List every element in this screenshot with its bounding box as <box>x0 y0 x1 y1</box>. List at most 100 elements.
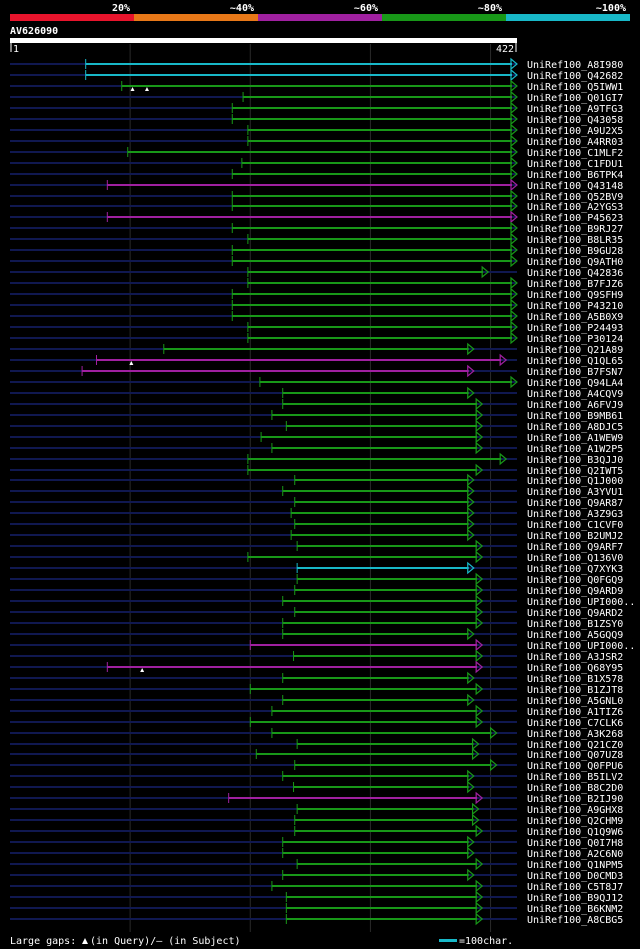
hit-row[interactable]: UniRef100_A9TFG3 <box>10 101 623 115</box>
hit-row[interactable]: UniRef100_A8DJC5 <box>10 419 623 433</box>
hit-label[interactable]: UniRef100_Q42836 <box>527 268 623 279</box>
hit-row[interactable]: UniRef100_Q9ARD2 <box>10 605 623 619</box>
hit-row[interactable]: UniRef100_Q9AR87 <box>10 495 623 509</box>
hit-row[interactable]: UniRef100_Q52BV9 <box>10 189 623 203</box>
hit-row[interactable]: UniRef100_Q42682 <box>10 68 623 82</box>
hit-row[interactable]: UniRef100_Q0I7H8 <box>10 835 623 849</box>
hit-label[interactable]: UniRef100_Q0FPU6 <box>527 761 623 772</box>
hit-row[interactable]: UniRef100_C1FDU1 <box>10 156 623 170</box>
hit-label[interactable]: UniRef100_D0CMD3 <box>527 871 623 882</box>
hit-label[interactable]: UniRef100_B9MB61 <box>527 411 623 422</box>
hit-label[interactable]: UniRef100_Q9ARF7 <box>527 542 623 553</box>
hit-label[interactable]: UniRef100_Q136V0 <box>527 553 623 564</box>
hit-label[interactable]: UniRef100_B6TPK4 <box>527 170 623 181</box>
hit-row[interactable]: UniRef100_Q68Y95 <box>10 660 623 674</box>
hit-label[interactable]: UniRef100_A8DJC5 <box>527 422 623 433</box>
hit-row[interactable]: UniRef100_UPI000.. <box>10 638 635 652</box>
hit-row[interactable]: UniRef100_Q9ATH0 <box>10 254 623 268</box>
hit-label[interactable]: UniRef100_B3QJJ0 <box>527 455 623 466</box>
hit-label[interactable]: UniRef100_B2IJ90 <box>527 794 623 805</box>
hit-label[interactable]: UniRef100_Q1J000 <box>527 476 623 487</box>
hit-row[interactable]: UniRef100_A2YGS3 <box>10 199 623 213</box>
hit-row[interactable]: UniRef100_Q0FPU6 <box>10 758 623 772</box>
hit-row[interactable]: UniRef100_Q43058 <box>10 112 623 126</box>
hit-row[interactable]: UniRef100_Q01GI7 <box>10 90 623 104</box>
hit-label[interactable]: UniRef100_Q9AR87 <box>527 498 623 509</box>
hit-row[interactable]: UniRef100_B6KNM2 <box>10 901 623 915</box>
hit-row[interactable]: UniRef100_P43210 <box>10 298 623 312</box>
hit-label[interactable]: UniRef100_Q43058 <box>527 115 623 126</box>
hit-row[interactable]: UniRef100_A1W2P5 <box>10 441 623 455</box>
hit-label[interactable]: UniRef100_A1TIZ6 <box>527 707 623 718</box>
hit-label[interactable]: UniRef100_A9U2X5 <box>527 126 623 137</box>
hit-row[interactable]: UniRef100_Q136V0 <box>10 550 623 564</box>
hit-row[interactable]: UniRef100_B9MB61 <box>10 408 623 422</box>
hit-row[interactable]: UniRef100_P45623 <box>10 210 623 224</box>
hit-label[interactable]: UniRef100_A2C6N0 <box>527 849 623 860</box>
hit-label[interactable]: UniRef100_Q07UZ8 <box>527 750 623 761</box>
hit-label[interactable]: UniRef100_A3Z9G3 <box>527 509 623 520</box>
hit-row[interactable]: UniRef100_Q9SFH9 <box>10 287 623 301</box>
hit-label[interactable]: UniRef100_B6KNM2 <box>527 904 623 915</box>
hit-label[interactable]: UniRef100_B1ZSY0 <box>527 619 623 630</box>
hit-row[interactable]: UniRef100_A9U2X5 <box>10 123 623 137</box>
hit-row[interactable]: UniRef100_A9GHX8 <box>10 802 623 816</box>
hit-label[interactable]: UniRef100_A3K268 <box>527 729 623 740</box>
hit-row[interactable]: UniRef100_P24493 <box>10 320 623 334</box>
hit-label[interactable]: UniRef100_C1FDU1 <box>527 159 623 170</box>
hit-label[interactable]: UniRef100_B8LR35 <box>527 235 623 246</box>
hit-row[interactable]: UniRef100_A4CQV9 <box>10 386 623 400</box>
hit-row[interactable]: UniRef100_P30124 <box>10 331 623 345</box>
hit-label[interactable]: UniRef100_Q1NPM5 <box>527 860 623 871</box>
hit-label[interactable]: UniRef100_Q43148 <box>527 181 623 192</box>
hit-row[interactable]: UniRef100_Q07UZ8 <box>10 747 623 761</box>
hit-label[interactable]: UniRef100_A5GQQ9 <box>527 630 623 641</box>
hit-row[interactable]: UniRef100_Q0FGQ9 <box>10 572 623 586</box>
hit-row[interactable]: UniRef100_Q1NPM5 <box>10 857 623 871</box>
hit-label[interactable]: UniRef100_P45623 <box>527 213 623 224</box>
hit-row[interactable]: UniRef100_A3K268 <box>10 726 623 740</box>
hit-label[interactable]: UniRef100_UPI000.. <box>527 641 635 652</box>
hit-label[interactable]: UniRef100_B9RJ27 <box>527 224 623 235</box>
hit-row[interactable]: UniRef100_A3YVU1 <box>10 484 623 498</box>
hit-label[interactable]: UniRef100_A8CBG5 <box>527 915 623 926</box>
hit-label[interactable]: UniRef100_Q9SFH9 <box>527 290 623 301</box>
hit-row[interactable]: UniRef100_Q21CZ0 <box>10 737 623 751</box>
hit-row[interactable]: UniRef100_B9GU28 <box>10 243 623 257</box>
hit-row[interactable]: UniRef100_A1WEW9 <box>10 430 623 444</box>
hit-label[interactable]: UniRef100_A4CQV9 <box>527 389 623 400</box>
hit-row[interactable]: UniRef100_A5GNL0 <box>10 693 623 707</box>
hit-label[interactable]: UniRef100_B9QJ12 <box>527 893 623 904</box>
hit-row[interactable]: UniRef100_Q2IWT5 <box>10 463 623 477</box>
hit-label[interactable]: UniRef100_A3YVU1 <box>527 487 623 498</box>
hit-label[interactable]: UniRef100_B9GU28 <box>527 246 623 257</box>
hit-label[interactable]: UniRef100_A5B0X9 <box>527 312 623 323</box>
hit-row[interactable]: UniRef100_Q42836 <box>10 265 623 279</box>
hit-row[interactable]: UniRef100_Q1J000 <box>10 473 623 487</box>
hit-label[interactable]: UniRef100_A4RR03 <box>527 137 623 148</box>
hit-label[interactable]: UniRef100_B8C2D0 <box>527 783 623 794</box>
hit-label[interactable]: UniRef100_A6FVJ9 <box>527 400 623 411</box>
hit-label[interactable]: UniRef100_Q21A89 <box>527 345 623 356</box>
hit-label[interactable]: UniRef100_Q01GI7 <box>527 93 623 104</box>
hit-label[interactable]: UniRef100_Q9ATH0 <box>527 257 623 268</box>
hit-label[interactable]: UniRef100_Q9ARD9 <box>527 586 623 597</box>
hit-row[interactable]: UniRef100_Q9ARF7 <box>10 539 623 553</box>
hit-label[interactable]: UniRef100_B7FSN7 <box>527 367 623 378</box>
hit-row[interactable]: UniRef100_A2C6N0 <box>10 846 623 860</box>
hit-label[interactable]: UniRef100_Q0FGQ9 <box>527 575 623 586</box>
hit-row[interactable]: UniRef100_B2UMJ2 <box>10 528 623 542</box>
hit-row[interactable]: UniRef100_Q2CHM9 <box>10 813 623 827</box>
hit-row[interactable]: UniRef100_B1ZSY0 <box>10 616 623 630</box>
hit-label[interactable]: UniRef100_C5T8J7 <box>527 882 623 893</box>
hit-row[interactable]: UniRef100_A1TIZ6 <box>10 704 623 718</box>
hit-label[interactable]: UniRef100_Q94LA4 <box>527 378 623 389</box>
hit-row[interactable]: UniRef100_Q43148 <box>10 178 623 192</box>
hit-label[interactable]: UniRef100_P30124 <box>527 334 623 345</box>
hit-row[interactable]: UniRef100_B1ZJT8 <box>10 682 623 696</box>
hit-label[interactable]: UniRef100_C1MLF2 <box>527 148 623 159</box>
hit-row[interactable]: UniRef100_A3JSR2 <box>10 649 623 663</box>
hit-row[interactable]: UniRef100_UPI000.. <box>10 594 635 608</box>
hit-label[interactable]: UniRef100_Q5IWW1 <box>527 82 623 93</box>
hit-row[interactable]: UniRef100_B6TPK4 <box>10 167 623 181</box>
